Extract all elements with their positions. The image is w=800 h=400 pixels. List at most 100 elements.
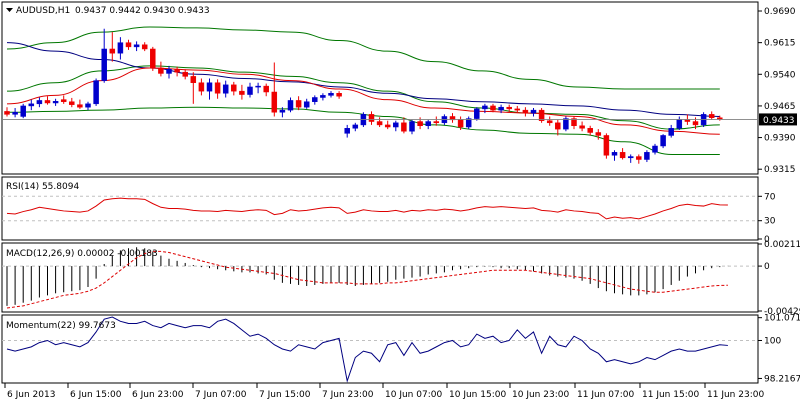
candle-body — [190, 76, 197, 83]
candle-body — [239, 90, 245, 95]
candle — [239, 84, 245, 100]
macd-axis-tick-label: 0.00211 — [764, 240, 800, 250]
candle-body — [125, 42, 132, 48]
candle-body — [490, 105, 496, 111]
candle-body — [4, 111, 10, 115]
candle — [611, 150, 618, 161]
candle — [52, 98, 59, 106]
time-axis: 6 Jun 2013 6 Jun 15:00 6 Jun 23:00 7 Jun 07… — [4, 383, 764, 400]
rsi-axis-tick-label: 0 — [764, 235, 770, 245]
candle-body — [44, 100, 51, 104]
time-axis-tick-label: 7 Jun 23:00 — [322, 390, 374, 400]
time-axis-tick-label: 11 Jun 15:00 — [642, 390, 699, 400]
macd-signal-line — [6, 250, 728, 309]
candle-body — [52, 101, 59, 104]
macd-series — [6, 247, 729, 309]
time-axis-tick-label: 10 Jun 15:00 — [449, 390, 506, 400]
candle-body — [538, 109, 545, 121]
rsi-line — [6, 197, 728, 220]
candle-body — [85, 103, 91, 108]
bollinger-upper-line — [6, 26, 720, 90]
time-axis-tick-label: 6 Jun 2013 — [7, 390, 55, 400]
candle-body — [425, 121, 431, 127]
moving-averages — [6, 42, 720, 135]
symbol-dropdown-icon[interactable] — [6, 8, 13, 12]
candle — [141, 42, 148, 52]
momentum-axis-tick-label: 101.0715 — [764, 314, 800, 324]
candle-body — [384, 124, 391, 128]
candle — [328, 91, 334, 98]
candle-body — [579, 125, 585, 129]
current-price-tag — [759, 113, 797, 126]
candle — [401, 117, 407, 134]
candle — [295, 96, 302, 111]
candle — [384, 120, 391, 130]
candle — [506, 104, 512, 113]
candle-body — [522, 109, 529, 114]
candle-body — [619, 152, 626, 159]
candle-body — [595, 132, 602, 136]
momentum-axis-tick-label: 98.2167 — [764, 374, 800, 384]
candle — [555, 119, 561, 136]
candle-body — [303, 101, 310, 108]
momentum-axis-tick-label: 100 — [764, 336, 781, 346]
candle — [465, 116, 472, 130]
candle — [344, 124, 350, 138]
candle — [247, 82, 253, 98]
candle — [433, 116, 440, 126]
moving-average-blue-line — [6, 42, 720, 117]
candle — [312, 95, 318, 105]
candle-body — [368, 114, 375, 122]
candle — [190, 72, 197, 104]
candle-body — [328, 93, 334, 96]
candle-body — [69, 101, 75, 105]
candle-body — [393, 122, 399, 128]
candle — [20, 103, 26, 119]
candle — [603, 133, 610, 159]
candle-body — [555, 122, 561, 130]
candle-body — [336, 93, 342, 97]
candle — [457, 116, 464, 130]
candle-body — [684, 119, 691, 122]
candle — [619, 148, 626, 160]
candle — [636, 154, 642, 164]
candle-body — [222, 84, 229, 94]
candle-body — [417, 121, 423, 127]
candle-body — [287, 100, 294, 111]
candle-body — [28, 103, 35, 107]
momentum-line — [6, 316, 728, 383]
candle-body — [401, 122, 407, 132]
candle — [708, 111, 715, 120]
candle-body — [320, 95, 326, 98]
price-axis-tick-label: 0.9465 — [764, 102, 796, 112]
candle — [263, 83, 269, 97]
candle — [12, 108, 18, 118]
symbol-label: AUDUSD,H1 — [16, 6, 70, 16]
macd-axis-tick-label: -0.00429 — [764, 307, 800, 317]
candle — [206, 78, 213, 100]
candle-body — [546, 120, 553, 124]
time-axis-tick-label: 7 Jun 15:00 — [259, 390, 311, 400]
macd-label: MACD(12,26,9) 0.00002 -0.00183 — [6, 249, 158, 259]
price-axis-tick-label: 0.9690 — [764, 7, 796, 17]
candle — [44, 96, 51, 105]
candle — [409, 119, 415, 135]
time-axis-tick-label: 11 Jun 23:00 — [707, 390, 764, 400]
candle-body — [627, 156, 634, 159]
candle-body — [231, 84, 237, 92]
candle-body — [603, 135, 610, 156]
time-axis-tick-label: 10 Jun 23:00 — [512, 390, 569, 400]
price-axis-tick-label: 0.9540 — [764, 70, 796, 80]
price-axis-tick-label: 0.9315 — [764, 165, 796, 175]
candle — [101, 28, 107, 83]
candle-body — [271, 91, 278, 113]
candle-body — [506, 106, 512, 110]
candle — [676, 116, 683, 130]
candle — [522, 107, 529, 117]
price-axis-tick-label: 0.9615 — [764, 39, 796, 49]
candle — [514, 105, 521, 114]
candle-body — [636, 156, 642, 160]
ohlc-label: 0.9437 0.9442 0.9430 0.9433 — [75, 6, 210, 16]
candle — [85, 101, 91, 111]
